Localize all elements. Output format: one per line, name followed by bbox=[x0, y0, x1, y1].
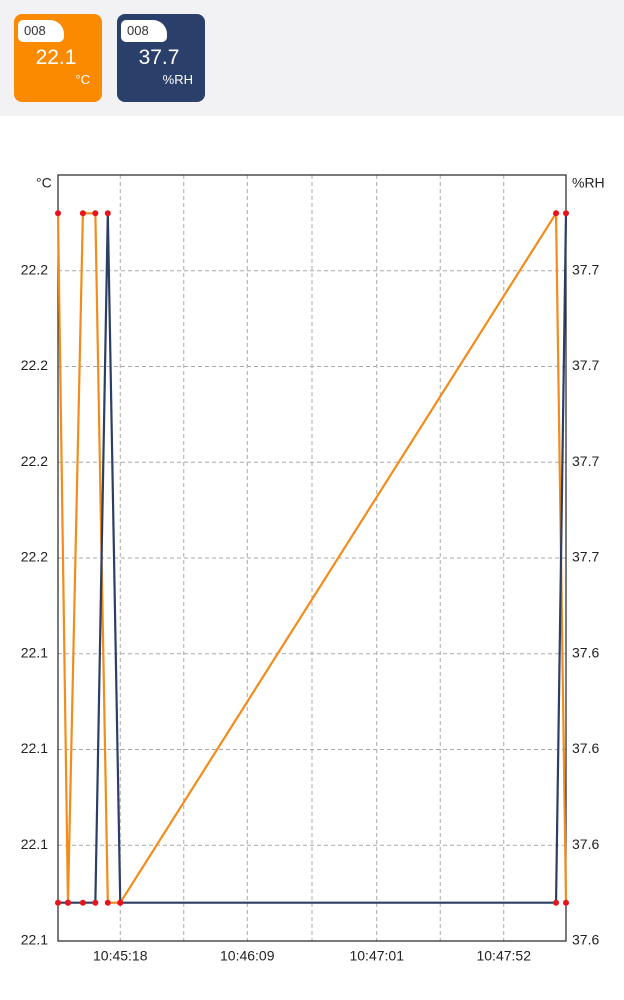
y2-tick-label: 37.7 bbox=[572, 261, 599, 277]
chart: °C %RH 22.1 22.1 22.1 22.1 22.2 22.2 22.2 22.2 3… bbox=[21, 174, 605, 964]
data-point bbox=[64, 899, 71, 906]
header: 008 22.1 °C 008 37.7 %RH bbox=[0, 0, 624, 116]
data-point bbox=[55, 210, 61, 217]
y-tick-label: 22.2 bbox=[21, 357, 48, 373]
y2-tick-label: 37.6 bbox=[572, 836, 599, 852]
x-tick-label: 10:47:52 bbox=[476, 948, 531, 964]
y2-tick-label: 37.6 bbox=[572, 932, 599, 948]
y-tick-label: 22.1 bbox=[21, 836, 48, 852]
data-point bbox=[553, 899, 560, 906]
x-tick-label: 10:45:18 bbox=[93, 948, 148, 964]
data-point bbox=[79, 210, 86, 217]
data-point bbox=[117, 899, 124, 906]
data-point bbox=[563, 210, 569, 217]
y-axis-label: °C bbox=[36, 175, 52, 191]
y-tick-label: 22.2 bbox=[21, 453, 48, 469]
data-point bbox=[79, 899, 86, 906]
temperature-card[interactable]: 008 22.1 °C bbox=[14, 14, 102, 102]
y2-tick-label: 37.7 bbox=[572, 453, 599, 469]
data-point bbox=[55, 899, 61, 906]
humidity-card[interactable]: 008 37.7 %RH bbox=[117, 14, 205, 102]
y-tick-label: 22.1 bbox=[21, 740, 48, 756]
data-point bbox=[92, 210, 99, 217]
badge: 008 bbox=[121, 20, 167, 42]
y-tick-label: 22.1 bbox=[21, 644, 48, 660]
data-point bbox=[104, 210, 111, 217]
y-tick-label: 22.2 bbox=[21, 549, 48, 565]
data-point bbox=[104, 899, 111, 906]
y2-axis-label: %RH bbox=[572, 175, 605, 191]
x-tick-label: 10:46:09 bbox=[220, 948, 275, 964]
y2-tick-label: 37.7 bbox=[572, 549, 599, 565]
x-tick-label: 10:47:01 bbox=[349, 948, 404, 964]
plot-frame bbox=[57, 174, 567, 942]
data-point bbox=[563, 899, 569, 906]
reading: 37.7 bbox=[138, 46, 180, 69]
unit: °C bbox=[75, 72, 90, 87]
y-tick-label: 22.1 bbox=[21, 932, 48, 948]
y2-tick-label: 37.7 bbox=[572, 357, 599, 373]
data-point bbox=[92, 899, 99, 906]
badge: 008 bbox=[18, 20, 64, 42]
y-tick-label: 22.2 bbox=[21, 261, 48, 277]
reading: 22.1 bbox=[35, 46, 77, 69]
unit: %RH bbox=[162, 72, 193, 87]
y2-tick-label: 37.6 bbox=[572, 740, 599, 756]
data-point bbox=[553, 210, 560, 217]
y2-tick-label: 37.6 bbox=[572, 644, 599, 660]
